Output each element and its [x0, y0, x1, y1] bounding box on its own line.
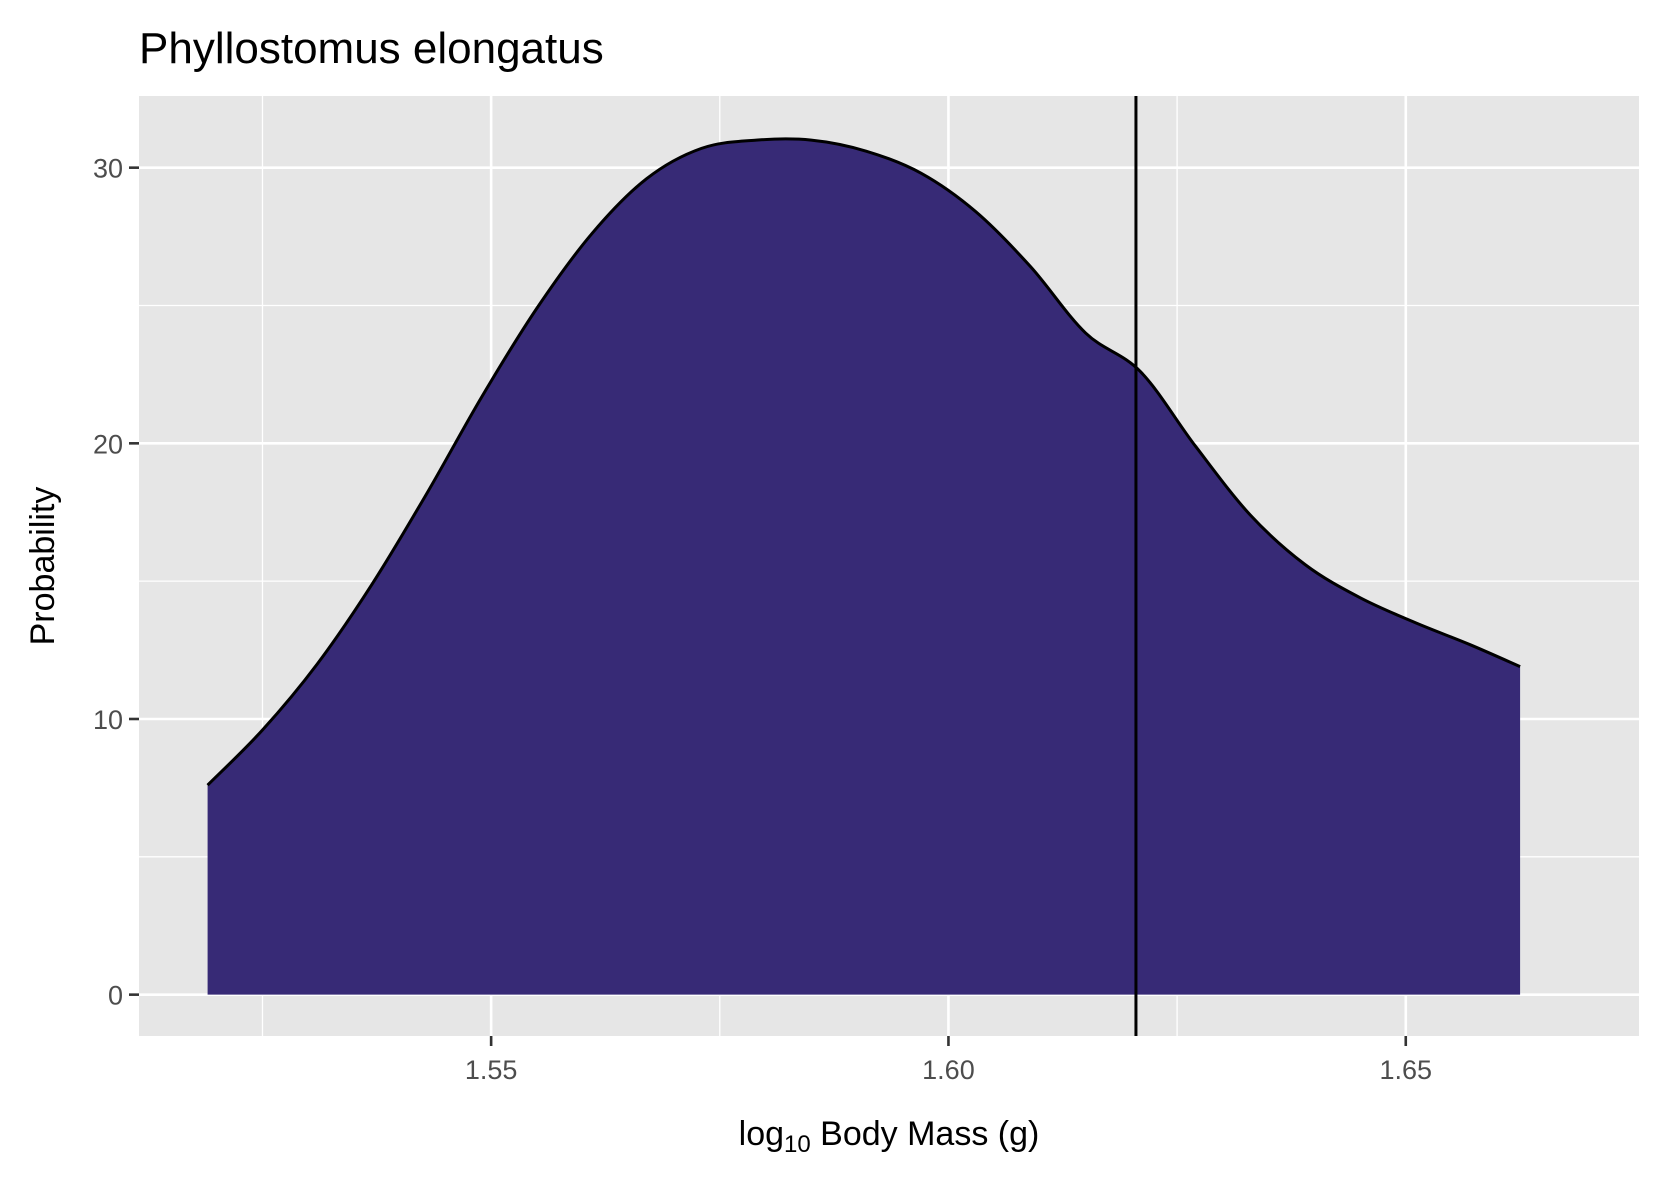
y-axis: 0 10 20 30: [93, 154, 139, 1011]
x-tick-label-2: 1.65: [1379, 1055, 1432, 1085]
x-axis-title: log10 Body Mass (g): [739, 1115, 1040, 1158]
density-area: [207, 138, 1521, 995]
y-tick-label-1: 10: [93, 705, 123, 735]
density-curve: [206, 137, 1521, 787]
y-axis-title: Probability: [24, 487, 62, 646]
y-tick-label-3: 30: [93, 154, 123, 184]
x-tick-label-0: 1.55: [465, 1055, 518, 1085]
y-tick-label-0: 0: [108, 981, 123, 1011]
y-tick-label-2: 20: [93, 429, 123, 459]
x-axis-title-suffix: Body Mass (g): [811, 1115, 1040, 1153]
x-axis: 1.55 1.60 1.65: [465, 1036, 1432, 1085]
x-axis-title-subscript: 10: [784, 1131, 811, 1158]
x-tick-label-1: 1.60: [922, 1055, 975, 1085]
chart-title: Phyllostomus elongatus: [139, 24, 604, 73]
x-axis-title-prefix: log: [739, 1115, 784, 1153]
